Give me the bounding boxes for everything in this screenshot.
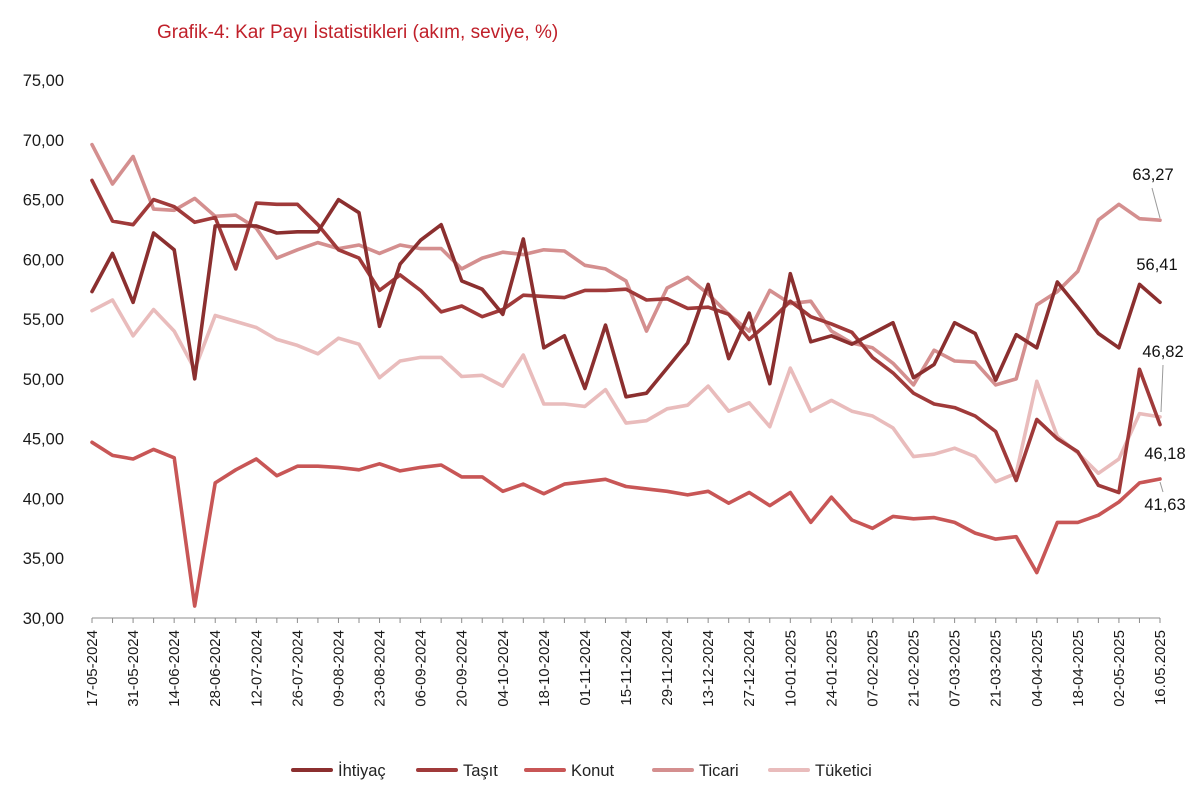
end-value-label: 46,82	[1142, 343, 1183, 361]
legend: İhtiyaç Taşıt Konut Ticari Tüketici	[291, 761, 872, 780]
x-tick-label: 09-08-2024	[330, 630, 347, 707]
x-tick-label: 18-10-2024	[536, 630, 553, 707]
label-leader-line	[1151, 187, 1161, 219]
series-line-1	[90, 197, 1162, 399]
x-tick-label: 28-06-2024	[207, 630, 224, 707]
y-tick-label: 55,00	[23, 311, 64, 329]
y-tick-label: 30,00	[23, 610, 64, 628]
y-tick-label: 45,00	[23, 431, 64, 449]
x-tick-label: 18-04-2025	[1070, 630, 1087, 707]
y-axis: 30,00 35,00 40,00 45,00 50,00 55,00 60,00 65,00…	[23, 72, 64, 628]
x-tick-label: 29-11-2024	[659, 630, 676, 706]
x-tick-label: 01-11-2024	[577, 630, 594, 706]
legend-label: Konut	[571, 762, 615, 780]
y-tick-label: 35,00	[23, 550, 64, 568]
x-tick-label: 27-12-2024	[741, 630, 758, 707]
y-tick-label: 60,00	[23, 251, 64, 269]
x-tick-label: 15-11-2024	[618, 630, 635, 706]
x-tick-label: 12-07-2024	[248, 630, 265, 707]
x-tick-label: 17-05-2024	[84, 630, 101, 707]
legend-label: İhtiyaç	[338, 761, 386, 780]
x-tick-label: 13-12-2024	[700, 630, 717, 707]
x-tick-label: 21-02-2025	[906, 630, 923, 707]
x-tick-label: 04-10-2024	[495, 630, 512, 707]
x-tick-label: 24-01-2025	[823, 630, 840, 707]
y-tick-label: 40,00	[23, 490, 64, 508]
x-tick-label: 23-08-2024	[372, 630, 389, 707]
legend-label: Ticari	[699, 762, 739, 780]
end-value-label: 41,63	[1144, 496, 1185, 514]
y-tick-label: 75,00	[23, 72, 64, 90]
series-line-3	[90, 440, 1162, 608]
label-leader-line	[1160, 364, 1164, 413]
x-tick-label: 16.05.2025	[1152, 630, 1169, 705]
series-line-4	[90, 142, 1162, 387]
end-value-label: 63,27	[1132, 166, 1173, 184]
chart-title: Grafik-4: Kar Payı İstatistikleri (akım,…	[157, 22, 559, 43]
label-leader-line	[1159, 481, 1164, 493]
x-axis: 17-05-2024 31-05-2024 14-06-2024 28-06-2024…	[84, 617, 1169, 707]
x-tick-label: 26-07-2024	[289, 630, 306, 707]
end-labels: 56,41 46,18 41,63 63,27 46,82	[1132, 166, 1185, 514]
x-tick-label: 31-05-2024	[125, 630, 142, 707]
series-line-5	[90, 298, 1162, 484]
series-line-2	[90, 178, 1162, 495]
x-tick-label: 04-04-2025	[1029, 630, 1046, 707]
y-tick-label: 70,00	[23, 132, 64, 150]
end-value-label: 56,41	[1136, 256, 1177, 274]
legend-label: Taşıt	[463, 762, 498, 780]
y-tick-label: 50,00	[23, 371, 64, 389]
x-tick-label: 02-05-2025	[1111, 630, 1128, 707]
x-tick-label: 14-06-2024	[166, 630, 183, 707]
x-tick-label: 07-03-2025	[947, 630, 964, 707]
series-layer	[90, 142, 1162, 608]
x-tick-label: 21-03-2025	[988, 630, 1005, 707]
x-tick-label: 07-02-2025	[864, 630, 881, 707]
end-value-label: 46,18	[1144, 445, 1185, 463]
x-tick-label: 06-09-2024	[413, 630, 430, 707]
y-tick-label: 65,00	[23, 192, 64, 210]
x-tick-label: 10-01-2025	[782, 630, 799, 707]
x-tick-label: 20-09-2024	[454, 630, 471, 707]
legend-label: Tüketici	[815, 762, 872, 780]
